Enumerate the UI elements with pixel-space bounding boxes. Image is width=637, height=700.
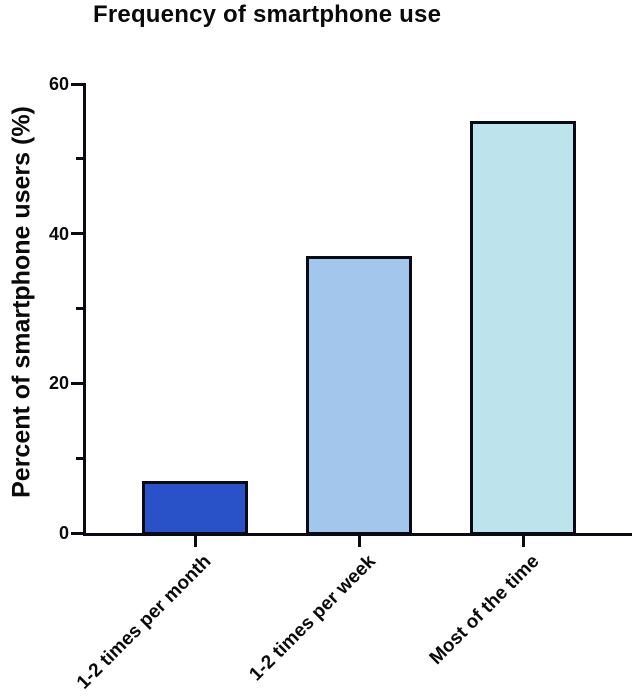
x-tick-2 <box>357 536 361 547</box>
x-category-label-1: 1-2 times per month <box>73 551 216 694</box>
bar-3 <box>470 121 576 535</box>
x-category-label-3: Most of the time <box>425 551 544 669</box>
bar-1 <box>142 480 248 535</box>
y-tick-label-60: 60 <box>48 74 69 94</box>
chart-title: Frequency of smartphone use <box>93 1 442 28</box>
y-tick-label-20: 20 <box>48 373 69 394</box>
x-tick-1 <box>193 536 197 547</box>
bar-2 <box>306 256 412 535</box>
y-tick-label-0: 0 <box>58 523 69 543</box>
y-minor-tick-10 <box>76 456 83 460</box>
x-tick-3 <box>521 536 525 547</box>
y-minor-tick-30 <box>76 307 83 310</box>
y-major-tick-20 <box>71 381 83 385</box>
y-major-tick-60 <box>71 82 83 86</box>
x-axis-line <box>83 533 632 536</box>
y-major-tick-0 <box>71 531 83 535</box>
y-axis-line <box>83 83 86 536</box>
x-category-label-2: 1-2 times per week <box>245 551 380 686</box>
y-minor-tick-50 <box>76 157 83 161</box>
y-tick-label-40: 40 <box>48 223 69 244</box>
y-major-tick-40 <box>71 232 83 236</box>
